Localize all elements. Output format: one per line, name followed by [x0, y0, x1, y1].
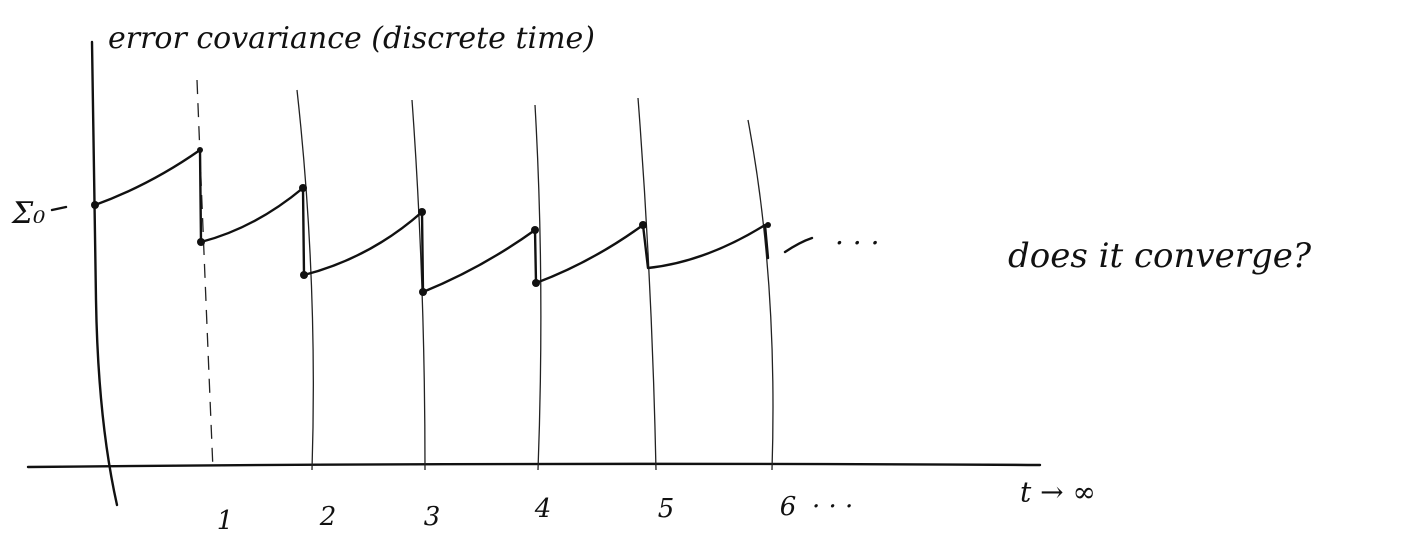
curve-continuation: · · ·	[835, 227, 880, 260]
sigma-tick	[50, 205, 68, 212]
time-lines	[196, 79, 774, 471]
x-tick-label: 4	[534, 494, 552, 524]
x-tick-label: 5	[658, 494, 675, 524]
curve-points	[91, 147, 771, 296]
x-tick-label: 2	[319, 502, 337, 532]
y-axis	[90, 40, 119, 507]
y-label: Σ₀	[11, 196, 45, 231]
question: does it converge?	[1008, 236, 1312, 276]
title: error covariance (discrete time)	[108, 21, 595, 56]
x-continuation: · · ·	[812, 492, 853, 522]
x-axis	[26, 462, 1042, 469]
x-tick-label: 6	[780, 492, 797, 522]
x-tick-label: 3	[424, 502, 441, 532]
x-tick-label: 1	[217, 506, 234, 536]
x-label: t → ∞	[1020, 476, 1096, 509]
